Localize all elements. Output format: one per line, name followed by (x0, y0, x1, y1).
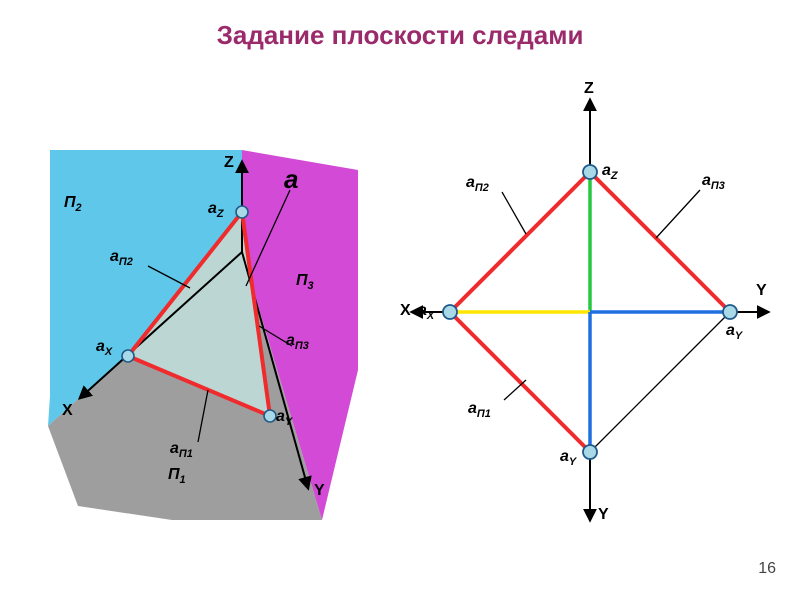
label-ay: aY (276, 408, 292, 428)
label-axis-yr: Y (756, 282, 767, 300)
label-axis-x: X (400, 302, 411, 320)
trace-ap1 (450, 312, 590, 452)
label-p3: П3 (296, 272, 314, 292)
label-ap3: aП3 (286, 332, 309, 352)
right-diagram (400, 80, 780, 540)
label-ap1: aП1 (468, 400, 491, 420)
label-axis-z: Z (224, 154, 234, 172)
page-title: Задание плоскости следами (0, 20, 800, 51)
label-ax: aX (418, 302, 434, 322)
label-ax: aX (96, 338, 112, 358)
label-ayb: aY (560, 448, 576, 468)
title-text: Задание плоскости следами (217, 20, 584, 50)
fold-line (590, 312, 730, 452)
label-a: a (284, 164, 298, 195)
trace-ap3 (590, 172, 730, 312)
point-az (583, 165, 597, 179)
point-az (236, 206, 248, 218)
label-axis-x: X (62, 402, 73, 420)
point-ay (264, 410, 276, 422)
label-ap3: aП3 (702, 172, 725, 192)
leader-aP3 (656, 190, 700, 238)
label-ap2: aП2 (466, 174, 489, 194)
left-diagram (40, 140, 370, 520)
label-axis-z: Z (584, 80, 594, 98)
point-ayr (723, 305, 737, 319)
label-ap2: aП2 (110, 248, 133, 268)
page-number: 16 (758, 560, 776, 578)
point-ax (443, 305, 457, 319)
label-p1: П1 (168, 466, 186, 486)
point-ayb (583, 445, 597, 459)
label-ap1: aП1 (170, 440, 193, 460)
label-ayr: aY (726, 322, 742, 342)
label-axis-y: Y (314, 482, 325, 500)
label-axis-yb: Y (598, 506, 609, 524)
label-p2: П2 (64, 194, 82, 214)
leader-aP1 (504, 380, 526, 400)
label-az: aZ (602, 162, 618, 182)
point-ax (122, 350, 134, 362)
label-az: aZ (208, 200, 224, 220)
leader-aP2 (502, 192, 526, 234)
